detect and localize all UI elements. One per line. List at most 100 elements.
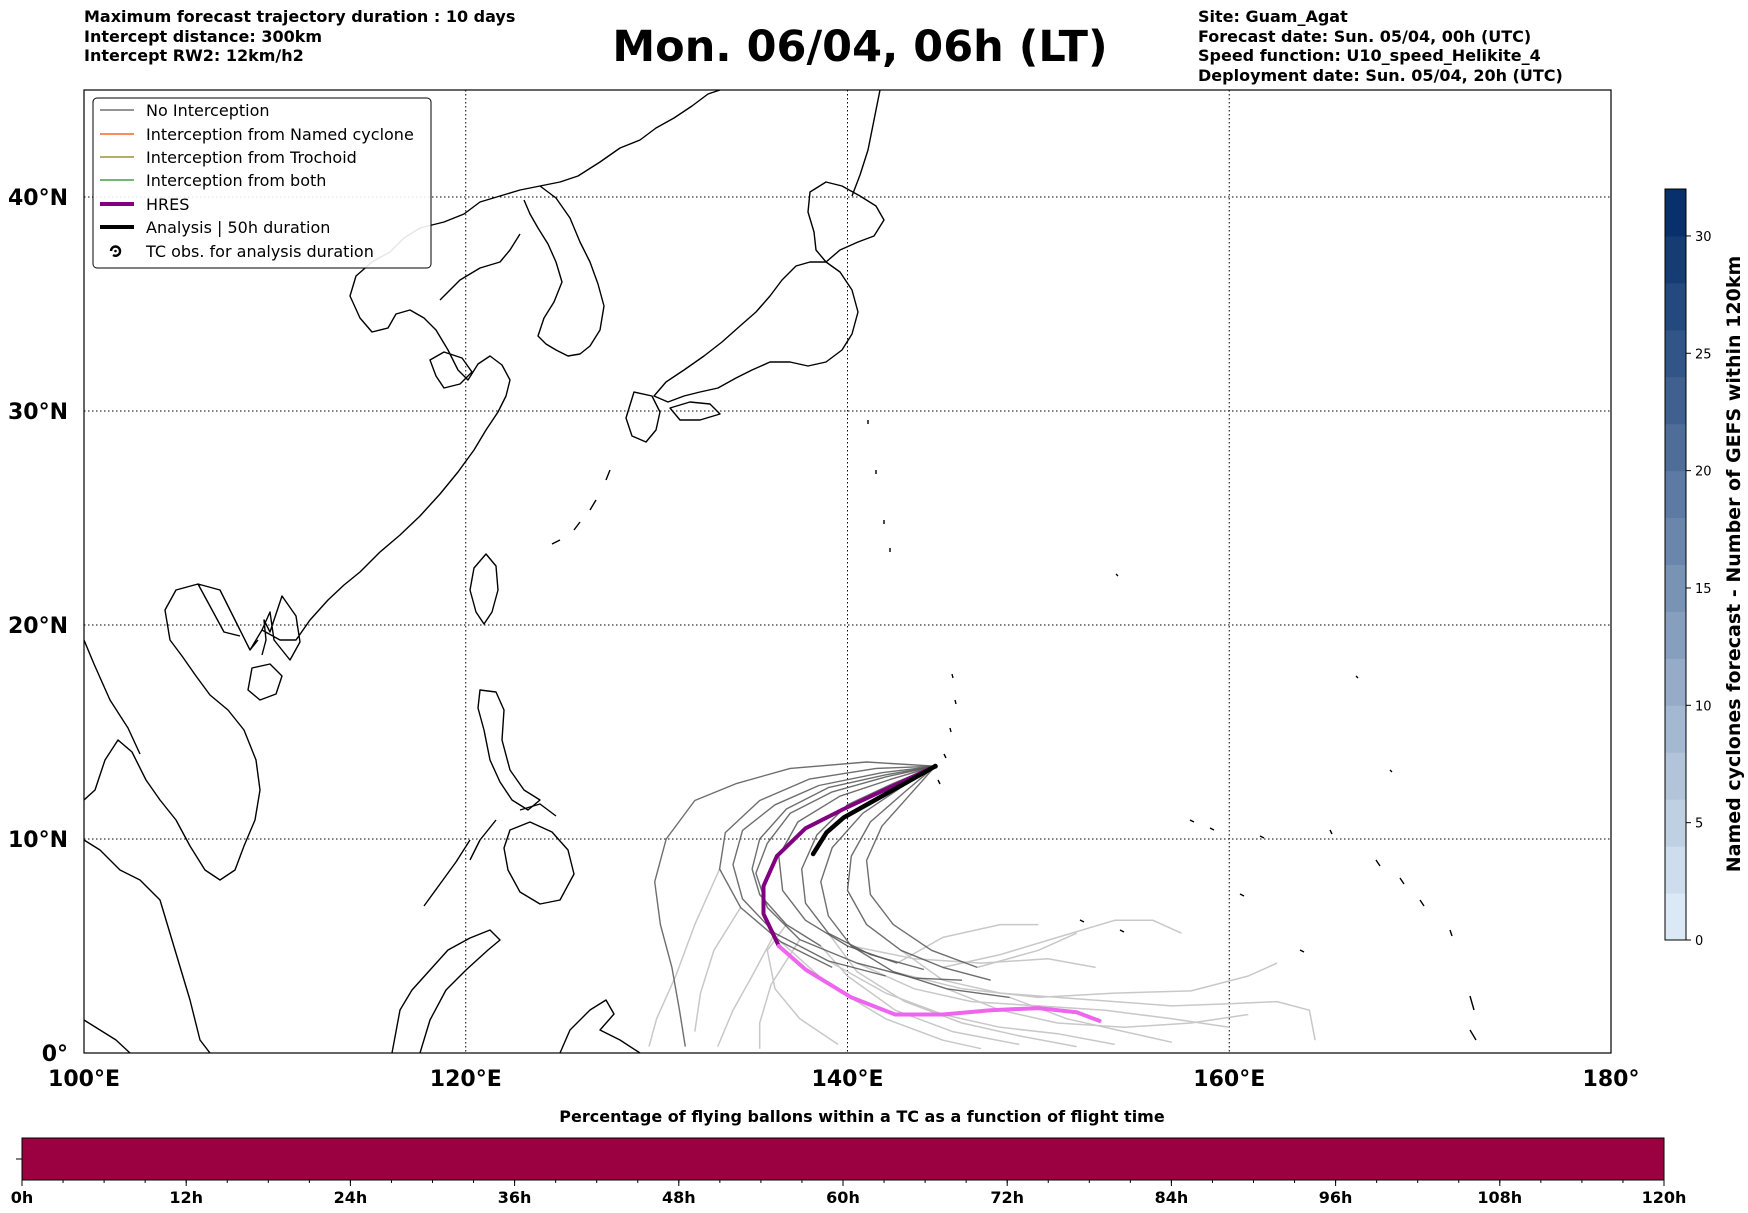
- colorbar-level: [1665, 658, 1686, 706]
- header-left-info: Maximum forecast trajectory duration : 1…: [84, 7, 515, 66]
- ensemble-track-late: [694, 907, 742, 1032]
- header-right-line: Forecast date: Sun. 05/04, 00h (UTC): [1198, 26, 1532, 46]
- ensemble-track: [865, 765, 978, 969]
- lon-tick-label: 120°E: [430, 1067, 502, 1092]
- colorbar-level: [1665, 564, 1686, 612]
- coastline-shikoku: [669, 401, 721, 421]
- bar-tick-label: 0h: [11, 1188, 34, 1207]
- legend-label-tc-obs: TC obs. for analysis duration: [145, 242, 374, 261]
- colorbar-level: [1665, 611, 1686, 659]
- ensemble-track-late: [780, 941, 982, 1050]
- coastline-shandong: [429, 351, 473, 389]
- colorbar-tick-label: 20: [1695, 465, 1712, 480]
- coastline-hokkaido: [807, 181, 885, 263]
- flight-time-bar-ticks: 0h 12h 24h 36h 48h 60h 72h 84h 96h 108h 120h: [11, 1180, 1687, 1207]
- legend-label-hres: HRES: [146, 195, 189, 214]
- bar-tick-label: 108h: [1477, 1188, 1522, 1207]
- header-left-line: Intercept RW2: 12km/h2: [84, 46, 304, 65]
- coastline-asia-mainland: [84, 90, 721, 1053]
- colorbar-level: [1665, 282, 1686, 331]
- page-title: Mon. 06/04, 06h (LT): [612, 22, 1108, 72]
- ensemble-track: [718, 765, 936, 969]
- header-right-info: Site: Guam_Agat Forecast date: Sun. 05/0…: [1198, 7, 1563, 85]
- colorbar-level: [1665, 846, 1686, 894]
- colorbar-level: [1665, 376, 1686, 425]
- launch-site-group: [932, 763, 938, 769]
- map-tick-labels: 100°E 120°E 140°E 160°E 180° 0° 10°N 20°N 30°N 40…: [8, 186, 1640, 1092]
- bar-tick-label: 24h: [334, 1188, 368, 1207]
- lon-tick-label: 160°E: [1193, 1067, 1265, 1092]
- hres-track-group: [761, 764, 1102, 1023]
- ensemble-track: [846, 765, 991, 981]
- coastline-visayas: [469, 803, 557, 861]
- coastline-sakhalin: [851, 90, 881, 197]
- colorbar-tick-label: 30: [1695, 230, 1712, 245]
- colorbar-level: [1665, 470, 1686, 519]
- lat-tick-label: 10°N: [8, 828, 68, 853]
- ensemble-tracks-dark: [654, 761, 1010, 1047]
- ensemble-track-late: [946, 988, 1249, 1029]
- coastline-pacific-islands: [1079, 573, 1477, 1041]
- bar-tick-label: 120h: [1642, 1188, 1687, 1207]
- colorbar-frame: [1664, 188, 1687, 941]
- colorbar-level: [1665, 189, 1686, 237]
- colorbar-level: [1665, 517, 1686, 565]
- lon-tick-label: 100°E: [48, 1067, 120, 1092]
- colorbar-tick-label: 25: [1695, 347, 1712, 362]
- colorbar-level: [1665, 799, 1686, 847]
- coastline-sulawesi: [559, 999, 641, 1053]
- coastline-kyushu: [625, 391, 661, 443]
- colorbar-level: [1665, 329, 1686, 378]
- colorbar-level: [1665, 752, 1686, 800]
- coastline-bonin: [867, 420, 891, 552]
- header-right-line: Site: Guam_Agat: [1198, 7, 1348, 26]
- coastlines: [84, 90, 1477, 1053]
- bar-tick-label: 12h: [169, 1188, 203, 1207]
- header-left-line: Intercept distance: 300km: [84, 26, 323, 46]
- lat-tick-label: 0°: [42, 1042, 68, 1067]
- ensemble-track: [801, 765, 936, 971]
- analysis-track-group: [810, 763, 938, 857]
- ensemble-track: [755, 765, 963, 981]
- coastline-taiwan: [469, 553, 499, 625]
- ensemble-track: [654, 761, 936, 1047]
- lat-tick-label: 20°N: [8, 614, 68, 639]
- bar-tick-label: 72h: [990, 1188, 1024, 1207]
- legend-box: [92, 97, 432, 269]
- flight-time-bar-fill: [22, 1138, 1664, 1180]
- colorbar-label: Named cyclones forecast - Number of GEFS…: [1723, 256, 1745, 873]
- colorbar-tick-label: 15: [1695, 582, 1712, 597]
- colorbar-ticks: 0 5 10 15 20 25 30: [1686, 230, 1712, 949]
- lat-tick-label: 30°N: [8, 400, 68, 425]
- legend-label-named-cyclone: Interception from Named cyclone: [146, 125, 414, 144]
- flight-time-bar-title: Percentage of flying ballons within a TC…: [559, 1107, 1165, 1126]
- legend-label-no-interception: No Interception: [146, 101, 270, 120]
- coastline-malay: [84, 1019, 131, 1053]
- ensemble-track-late: [942, 919, 1182, 969]
- colorbar-level: [1665, 893, 1686, 941]
- colorbar-tick-label: 0: [1695, 934, 1703, 949]
- colorbar-level: [1665, 235, 1686, 284]
- legend-label-trochoid: Interception from Trochoid: [146, 148, 357, 167]
- ensemble-track: [820, 765, 1010, 999]
- ensemble-track-late: [900, 949, 1316, 1041]
- gridlines: [84, 90, 1611, 1053]
- coastline-bohai: [439, 233, 521, 301]
- lon-tick-label: 180°: [1583, 1067, 1640, 1092]
- ensemble-track-late: [648, 868, 721, 1047]
- bar-tick-label: 48h: [662, 1188, 696, 1207]
- legend-label-both: Interception from both: [146, 171, 326, 190]
- colorbar-tick-label: 10: [1695, 699, 1712, 714]
- launch-site-marker: [932, 763, 938, 769]
- bar-tick-label: 84h: [1155, 1188, 1189, 1207]
- coastline-hainan: [247, 663, 283, 701]
- coastline-korea: [523, 185, 605, 357]
- ensemble-track: [732, 765, 936, 977]
- map-frame: [83, 89, 1612, 1054]
- ensemble-track-late: [766, 924, 839, 1046]
- colorbar-levels: [1665, 189, 1686, 941]
- bar-tick-label: 60h: [826, 1188, 860, 1207]
- hres-track-late: [776, 944, 1102, 1023]
- ensemble-track-late: [820, 945, 1020, 1046]
- colorbar-level: [1665, 705, 1686, 753]
